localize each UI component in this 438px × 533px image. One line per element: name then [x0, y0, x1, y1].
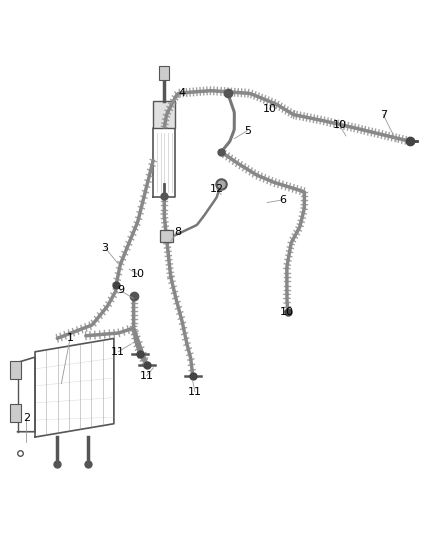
- Text: 11: 11: [188, 387, 202, 397]
- Text: 11: 11: [111, 347, 125, 357]
- Text: 3: 3: [102, 243, 109, 253]
- Text: 8: 8: [174, 227, 181, 237]
- Text: 10: 10: [262, 104, 276, 114]
- FancyBboxPatch shape: [10, 361, 21, 379]
- Text: 11: 11: [140, 371, 154, 381]
- Text: 9: 9: [117, 286, 124, 295]
- Text: 10: 10: [131, 270, 145, 279]
- Text: 12: 12: [210, 184, 224, 194]
- Text: 2: 2: [23, 414, 30, 423]
- Text: 10: 10: [332, 120, 346, 130]
- Text: 1: 1: [67, 334, 74, 343]
- FancyBboxPatch shape: [159, 66, 169, 80]
- Text: 4: 4: [178, 88, 185, 98]
- FancyBboxPatch shape: [160, 230, 173, 242]
- Text: 7: 7: [380, 110, 387, 119]
- Text: 5: 5: [244, 126, 251, 135]
- FancyBboxPatch shape: [10, 404, 21, 422]
- Text: 10: 10: [280, 307, 294, 317]
- Text: 6: 6: [279, 195, 286, 205]
- FancyBboxPatch shape: [153, 101, 175, 128]
